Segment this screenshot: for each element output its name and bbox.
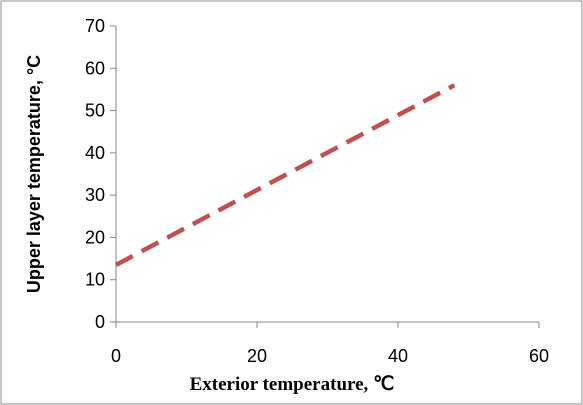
- y-tick-label: 30: [85, 185, 105, 205]
- y-tick-label: 20: [85, 227, 105, 247]
- y-tick-label: 40: [85, 143, 105, 163]
- y-axis-ticks: 0 10 20 30 40 50 60 70: [85, 16, 116, 332]
- series-line: [114, 83, 456, 267]
- x-tick-label: 60: [529, 346, 549, 366]
- y-tick-label: 0: [95, 312, 105, 332]
- y-tick-label: 50: [85, 101, 105, 121]
- y-axis-label: Upper layer temperature, °C: [24, 55, 44, 293]
- y-tick-label: 70: [85, 16, 105, 36]
- y-tick-label: 60: [85, 58, 105, 78]
- x-tick-label: 0: [111, 346, 121, 366]
- x-tick-label: 40: [388, 346, 408, 366]
- x-tick-label: 20: [247, 346, 267, 366]
- x-axis-label: Exterior temperature, ℃: [190, 374, 395, 395]
- y-tick-label: 10: [85, 270, 105, 290]
- series-layer: [114, 83, 456, 267]
- x-axis-ticks: 0 20 40 60: [111, 322, 549, 366]
